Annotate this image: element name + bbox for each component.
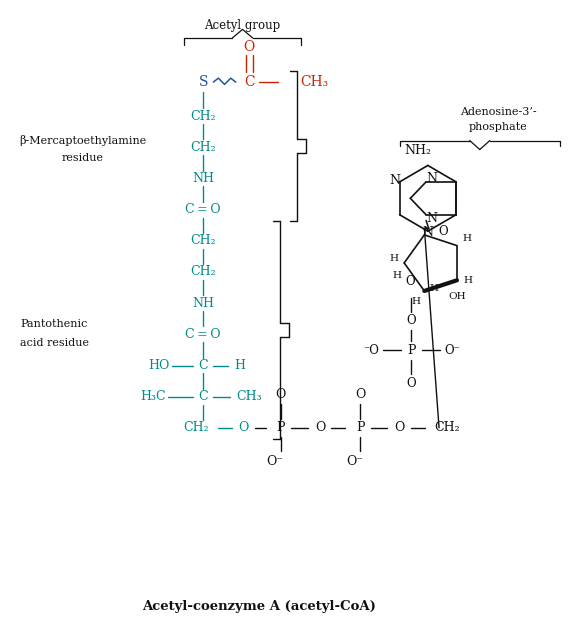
Text: O: O [244,40,255,54]
Text: O: O [439,225,448,238]
Text: CH₂: CH₂ [435,421,460,435]
Text: O: O [407,314,416,328]
Text: P: P [276,421,285,435]
Text: residue: residue [62,153,103,164]
Text: CH₃: CH₃ [300,75,328,89]
Text: O: O [405,275,415,287]
Text: Acetyl group: Acetyl group [204,19,280,32]
Text: N: N [426,211,437,225]
Text: N: N [426,172,437,185]
Text: CH₃: CH₃ [236,390,262,403]
Text: H: H [463,234,472,243]
Text: O: O [395,421,405,435]
Text: phosphate: phosphate [469,123,528,133]
Text: CH₂: CH₂ [190,265,216,279]
Text: Adenosine-3’-: Adenosine-3’- [460,107,536,117]
Text: N: N [389,174,401,187]
Text: β-Mercaptoethylamine: β-Mercaptoethylamine [19,135,146,146]
Text: NH: NH [192,297,214,309]
Text: C: C [198,390,208,403]
Text: acid residue: acid residue [20,338,89,348]
Text: CH₂: CH₂ [190,109,216,123]
Text: ⁻O: ⁻O [363,344,379,357]
Text: O⁻: O⁻ [347,455,363,469]
Text: NH: NH [192,172,214,185]
Text: H: H [430,284,439,292]
Text: C: C [244,75,255,89]
Text: P: P [407,344,416,357]
Text: H₃C: H₃C [140,390,166,403]
Text: HO: HO [148,359,170,372]
Text: H: H [412,297,420,306]
Text: O: O [239,421,249,435]
Text: O: O [407,377,416,390]
Text: H: H [393,271,402,280]
Text: H: H [464,276,473,285]
Text: H: H [389,254,399,263]
Text: O: O [276,389,286,401]
Text: OH: OH [448,292,466,301]
Text: Acetyl-coenzyme A (acetyl-CoA): Acetyl-coenzyme A (acetyl-CoA) [142,600,376,613]
Text: CH₂: CH₂ [190,235,216,247]
Text: S: S [199,75,208,89]
Text: CH₂: CH₂ [184,421,210,435]
Text: O: O [315,421,325,435]
Text: CH₂: CH₂ [190,141,216,154]
Text: P: P [356,421,365,435]
Text: C = O: C = O [186,328,221,341]
Text: C = O: C = O [186,203,221,216]
Text: O⁻: O⁻ [444,344,460,357]
Text: NH₂: NH₂ [404,144,431,157]
Text: O: O [355,389,365,401]
Text: H: H [234,359,245,372]
Text: Pantothenic: Pantothenic [21,320,88,330]
Text: N: N [423,226,433,240]
Text: O⁻: O⁻ [267,455,284,469]
Text: C: C [198,359,208,372]
